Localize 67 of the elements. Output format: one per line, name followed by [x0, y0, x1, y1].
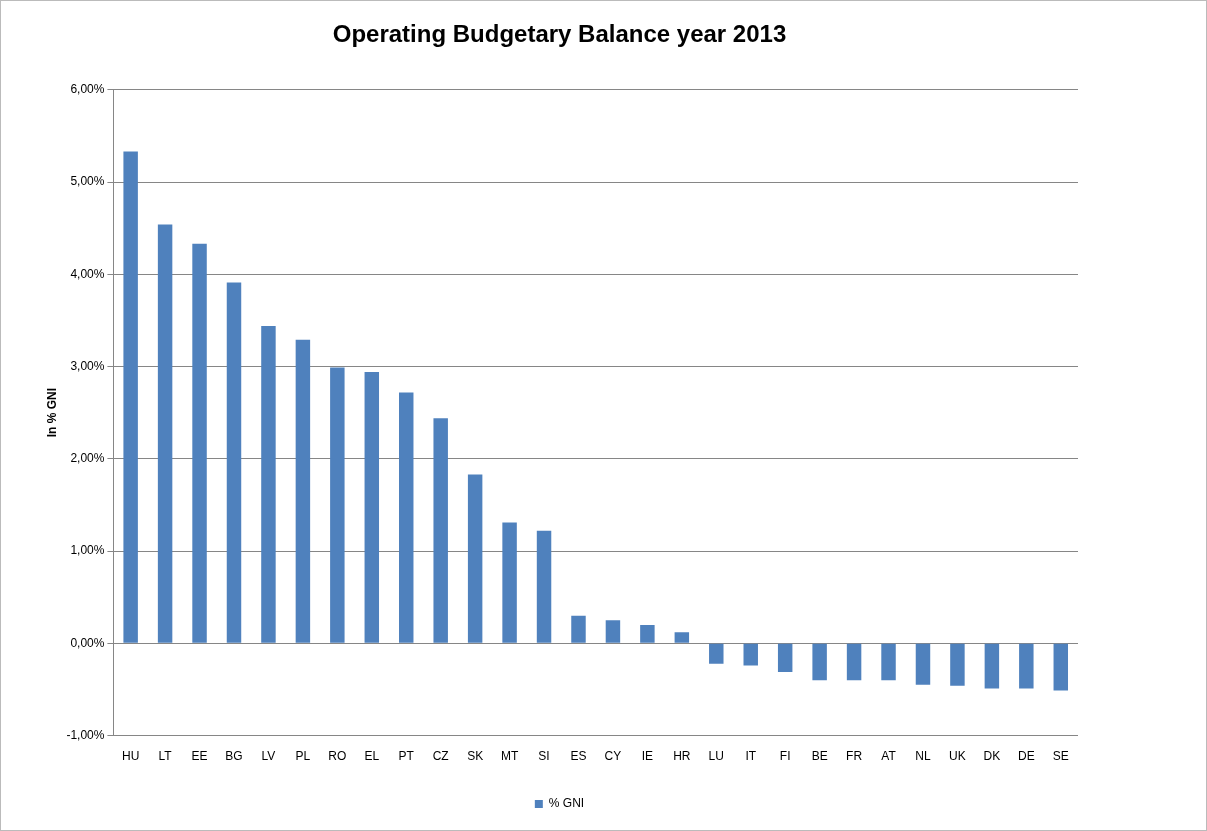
x-tick-label: PT — [398, 749, 415, 764]
bar — [846, 643, 862, 681]
bar — [330, 367, 345, 643]
y-axis-title: In % GNI — [44, 388, 59, 438]
x-tick-label: CZ — [432, 749, 449, 764]
x-tick-label: RO — [328, 749, 347, 764]
x-tick-label: LU — [708, 749, 724, 764]
bar — [502, 522, 517, 643]
bar — [743, 643, 758, 666]
chart-title: Operating Budgetary Balance year 2013 — [332, 20, 787, 48]
x-tick-label: EL — [364, 749, 380, 764]
x-tick-label: HR — [673, 749, 691, 764]
x-tick-label: DE — [1017, 749, 1035, 764]
x-tick-label: MT — [500, 749, 519, 764]
x-tick-label: FI — [779, 749, 791, 764]
bar — [192, 243, 207, 643]
x-tick-label: HU — [121, 749, 140, 764]
y-tick-label: 2,00% — [70, 451, 105, 466]
bar — [1053, 643, 1069, 691]
bar — [399, 392, 414, 643]
y-tick-label: 0,00% — [70, 635, 105, 650]
y-tick-label: 5,00% — [70, 174, 105, 189]
bar — [709, 643, 724, 664]
x-tick-label: UK — [949, 749, 966, 764]
x-tick-label: BE — [811, 749, 828, 764]
bar — [812, 643, 827, 681]
x-tick-label: IE — [641, 749, 654, 764]
bar — [950, 643, 965, 686]
x-tick-label: NL — [915, 749, 931, 764]
x-tick-label: IT — [745, 749, 757, 764]
x-tick-label: FR — [846, 749, 863, 764]
bar — [777, 643, 793, 672]
bar — [571, 615, 586, 643]
bar — [984, 643, 1000, 689]
bar — [640, 624, 655, 643]
x-tick-label: LV — [261, 749, 276, 764]
y-tick-label: 1,00% — [70, 543, 105, 558]
bar — [881, 643, 896, 681]
bar — [226, 282, 242, 643]
x-tick-label: CY — [604, 749, 622, 764]
x-tick-label: LT — [158, 749, 173, 764]
y-tick-label: 6,00% — [70, 82, 105, 97]
bar — [1019, 643, 1034, 689]
bar — [123, 151, 138, 643]
x-tick-label: PL — [295, 749, 311, 764]
x-tick-label: ES — [570, 749, 587, 764]
bar — [295, 339, 311, 643]
x-tick-label: DK — [983, 749, 1001, 764]
x-tick-label: AT — [881, 749, 897, 764]
x-tick-label: BG — [225, 749, 243, 764]
y-tick-label: 4,00% — [70, 266, 105, 281]
y-tick-label: 3,00% — [70, 358, 105, 373]
bar — [915, 643, 931, 685]
bar — [674, 632, 690, 643]
bar — [605, 620, 621, 643]
bar — [157, 224, 173, 643]
bar — [261, 325, 276, 643]
bar — [364, 372, 380, 643]
x-tick-label: SI — [538, 749, 550, 764]
legend-label: % GNI — [548, 796, 585, 811]
bar — [467, 474, 483, 643]
x-tick-label: EE — [191, 749, 208, 764]
bar — [536, 530, 552, 643]
y-tick-label: -1,00% — [66, 727, 105, 742]
x-tick-label: SE — [1052, 749, 1069, 764]
x-tick-label: SK — [467, 749, 484, 764]
bar — [433, 418, 448, 643]
